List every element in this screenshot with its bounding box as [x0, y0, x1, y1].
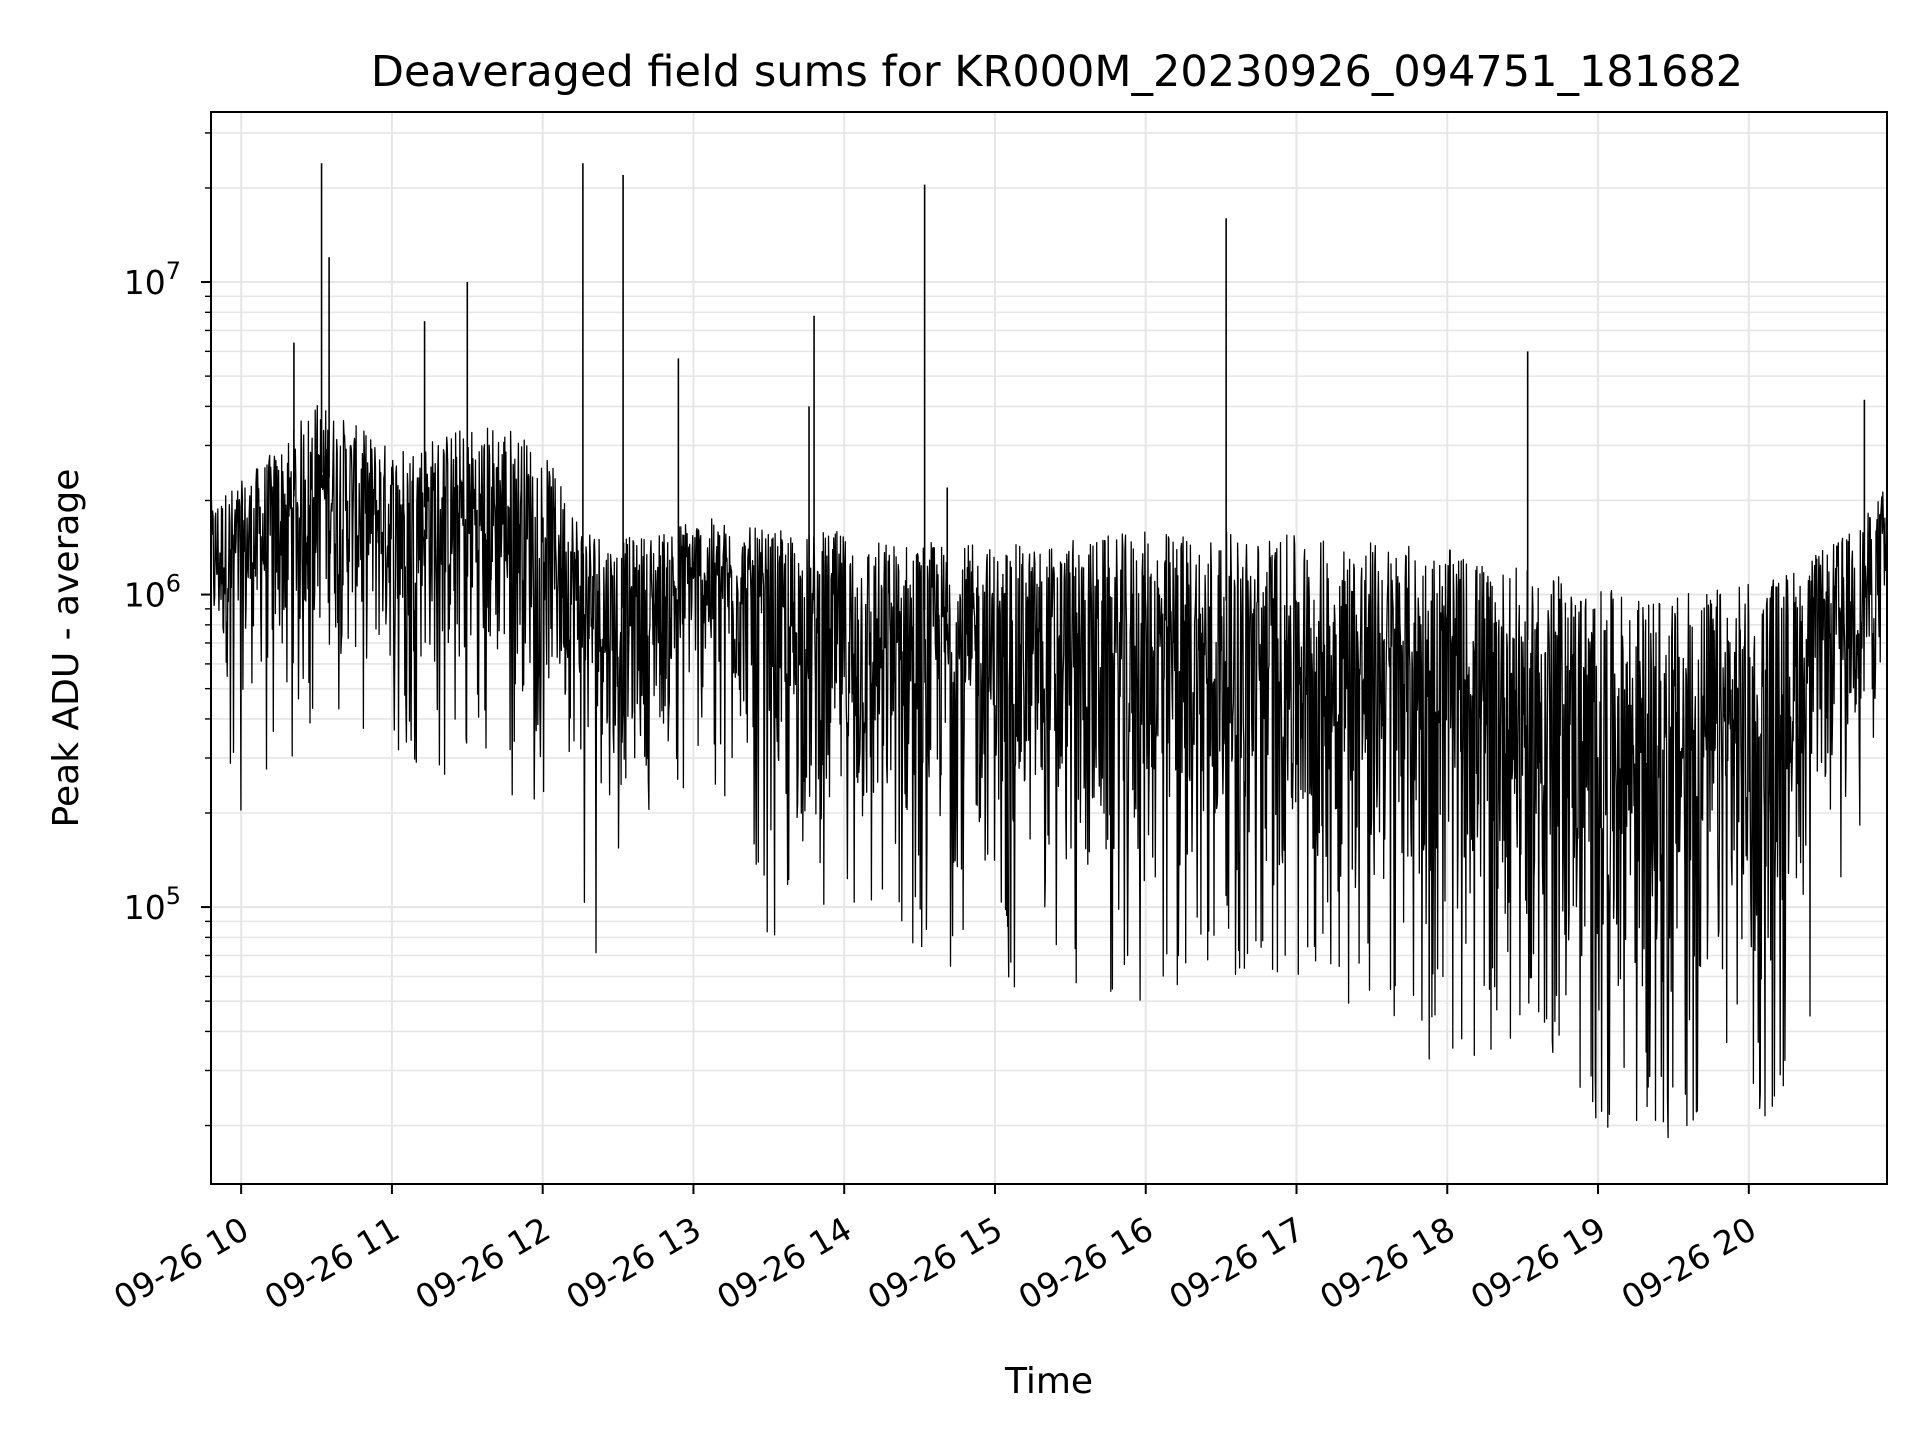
y-axis: 105 106 107: [124, 132, 211, 1127]
x-axis-label: Time: [1004, 1361, 1093, 1402]
y-tick-label: 105: [124, 882, 181, 927]
series-path: [210, 405, 1888, 1139]
y-tick-label: 106: [124, 570, 181, 615]
plot-frame: [210, 111, 1888, 1185]
series-line: [210, 163, 1888, 1139]
y-tick-label: 107: [124, 257, 181, 302]
y-axis-label: Peak ADU - average: [46, 469, 87, 828]
chart-title: Deaveraged field sums for KR000M_2023092…: [371, 47, 1743, 97]
